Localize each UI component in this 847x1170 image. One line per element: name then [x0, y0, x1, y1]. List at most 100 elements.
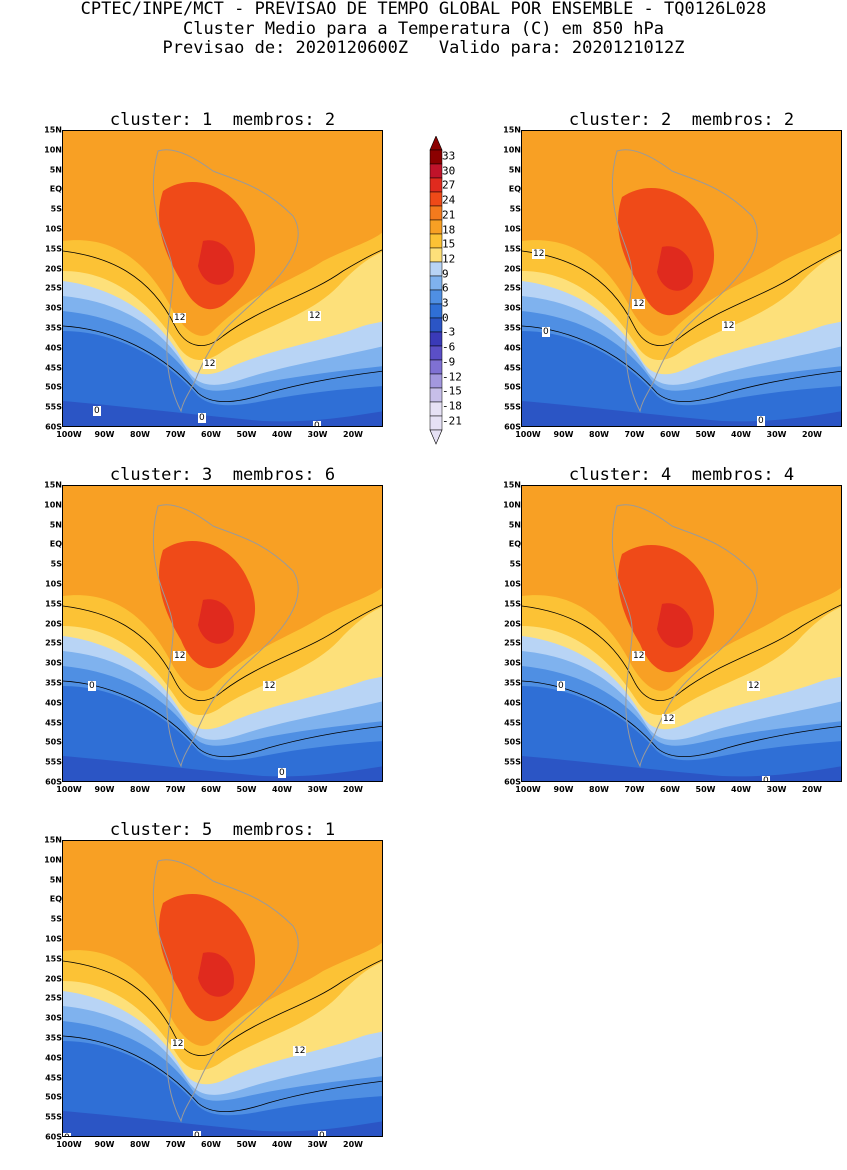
- lat-tick-label: 10N: [503, 145, 521, 155]
- lat-tick-label: 40S: [504, 343, 521, 353]
- lat-tick-label: 5S: [50, 559, 62, 569]
- contour-label: 12: [722, 321, 736, 331]
- lat-tick-label: 10S: [504, 579, 521, 589]
- lat-tick-label: 15S: [45, 954, 62, 964]
- lat-tick-label: 10N: [503, 500, 521, 510]
- lat-tick-label: 20S: [45, 264, 62, 274]
- panel-title: cluster: 4 membros: 4: [568, 465, 795, 485]
- lon-tick-label: 60W: [201, 785, 221, 794]
- lat-tick-label: 15S: [45, 599, 62, 609]
- lat-tick-label: 25S: [45, 283, 62, 293]
- colorbar-swatch: [429, 415, 443, 431]
- colorbar-swatch: [429, 163, 443, 179]
- map-panel-cluster-1: cluster: 1 membros: 2 12 12 12 0 0 0 15N 10N 5N E…: [0, 110, 420, 460]
- lat-tick-label: 15N: [503, 480, 521, 490]
- colorbar-swatch: [429, 261, 443, 277]
- contour-label: 0: [762, 776, 770, 781]
- lat-tick-label: 35S: [45, 678, 62, 688]
- temperature-field-map: [522, 131, 841, 426]
- lon-tick-label: 70W: [165, 1140, 186, 1149]
- contour-label: 0: [313, 421, 321, 426]
- lat-tick-label: 50S: [45, 382, 62, 392]
- temperature-field-map: [63, 841, 382, 1136]
- lat-tick-label: EQ: [49, 184, 62, 194]
- map-panel-cluster-4: cluster: 4 membros: 4 12 12 12 0 0 15N 10N 5N EQ…: [459, 465, 847, 815]
- lat-tick-label: 5S: [509, 559, 521, 569]
- lon-tick-label: 30W: [307, 1140, 328, 1149]
- colorbar-swatch: [429, 317, 443, 333]
- lat-tick-label: 60S: [504, 422, 521, 432]
- lon-tick-label: 100W: [515, 785, 541, 794]
- lat-tick-label: 20S: [45, 974, 62, 984]
- map-area: 12 12 12 0 0: [521, 485, 842, 782]
- lat-tick-label: 50S: [504, 737, 521, 747]
- lon-tick-label: 20W: [802, 785, 822, 794]
- contour-label: 0: [88, 681, 96, 691]
- colorbar-swatch: [429, 219, 443, 235]
- lat-tick-label: 20S: [45, 619, 62, 629]
- lat-tick-label: 10S: [504, 224, 521, 234]
- lat-tick-label: 5S: [50, 204, 62, 214]
- map-area: 12 12 0 0: [62, 485, 383, 782]
- lat-tick-label: 45S: [45, 1073, 62, 1083]
- lat-tick-label: 10N: [44, 145, 62, 155]
- lon-tick-label: 100W: [56, 430, 82, 439]
- contour-label: 0: [278, 768, 286, 778]
- lon-tick-label: 30W: [307, 785, 328, 794]
- lon-tick-label: 40W: [731, 785, 751, 794]
- colorbar-max-arrow: [429, 136, 443, 151]
- lon-tick-label: 90W: [94, 785, 115, 794]
- header-subtitle: Cluster Medio para a Temperatura (C) em …: [182, 18, 665, 39]
- lat-tick-label: 40S: [45, 343, 62, 353]
- lat-tick-label: 20S: [504, 619, 521, 629]
- temperature-field-map: [522, 486, 841, 781]
- lat-tick-label: 5N: [49, 875, 62, 885]
- lat-tick-label: 60S: [45, 1132, 62, 1142]
- lat-tick-label: 45S: [45, 363, 62, 373]
- colorbar-label: -9: [442, 355, 456, 369]
- contour-label: 12: [173, 651, 187, 661]
- lat-tick-label: 25S: [45, 638, 62, 648]
- lat-tick-label: 60S: [45, 422, 62, 432]
- colorbar-swatch: [429, 205, 443, 221]
- lon-tick-label: 80W: [130, 785, 150, 794]
- lat-tick-label: 30S: [504, 658, 521, 668]
- map-panel-cluster-2: cluster: 2 membros: 2 12 12 12 0 0 15N 10N 5N EQ…: [459, 110, 847, 460]
- colorbar-label: -21: [442, 414, 462, 428]
- colorbar-label: -18: [442, 399, 462, 413]
- colorbar-label: 3: [442, 296, 449, 310]
- lon-tick-label: 70W: [165, 430, 186, 439]
- contour-label: 12: [171, 1039, 185, 1049]
- lon-tick-label: 100W: [515, 430, 541, 439]
- lat-tick-label: 40S: [45, 698, 62, 708]
- lon-tick-label: 20W: [343, 1140, 363, 1149]
- lon-tick-label: 50W: [236, 430, 257, 439]
- colorbar-label: 21: [442, 208, 456, 222]
- map-area: 12 12 12 0 0 0: [62, 130, 383, 427]
- contour-label: 0: [198, 413, 206, 423]
- colorbar-swatch: [429, 331, 443, 347]
- lat-tick-label: 50S: [504, 382, 521, 392]
- panel-title: cluster: 2 membros: 2: [568, 110, 795, 130]
- lat-tick-label: 50S: [45, 737, 62, 747]
- lat-tick-label: 10S: [45, 224, 62, 234]
- lat-tick-label: 55S: [504, 757, 521, 767]
- lat-tick-label: EQ: [49, 539, 62, 549]
- colorbar-label: 15: [442, 237, 456, 251]
- lat-tick-label: 35S: [504, 323, 521, 333]
- colorbar-label: 24: [442, 193, 456, 207]
- lon-tick-label: 60W: [660, 785, 680, 794]
- lat-tick-label: 35S: [45, 323, 62, 333]
- lat-tick-label: 5S: [50, 914, 62, 924]
- contour-label: 12: [662, 714, 676, 724]
- lat-tick-label: EQ: [49, 894, 62, 904]
- lat-tick-label: 15N: [503, 125, 521, 135]
- colorbar-label: 6: [442, 281, 449, 295]
- colorbar-label: 9: [442, 267, 449, 281]
- lon-tick-label: 40W: [272, 430, 292, 439]
- lon-tick-label: 90W: [553, 785, 574, 794]
- lat-tick-label: 35S: [504, 678, 521, 688]
- lon-tick-label: 20W: [343, 430, 363, 439]
- contour-label: 12: [293, 1046, 307, 1056]
- lon-tick-label: 60W: [660, 430, 680, 439]
